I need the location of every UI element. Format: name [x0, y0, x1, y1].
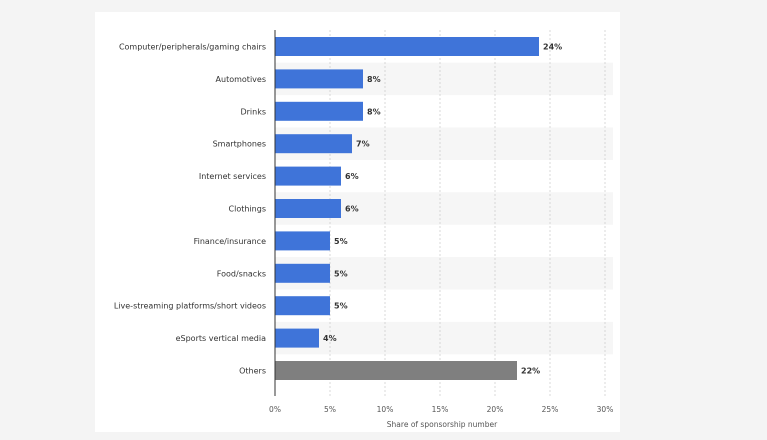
category-label: Computer/peripherals/gaming chairs [119, 43, 266, 52]
bar [275, 361, 517, 380]
value-label: 8% [367, 107, 381, 116]
x-tick-label: 5% [324, 405, 336, 414]
value-label: 6% [345, 205, 359, 214]
category-label: Smartphones [213, 140, 266, 149]
row-band [275, 257, 613, 290]
bar [275, 328, 319, 348]
x-tick-label: 20% [487, 405, 504, 414]
x-tick-label: 15% [432, 405, 449, 414]
row-bands [275, 62, 613, 355]
x-tick-label: 25% [542, 405, 559, 414]
bar [275, 134, 352, 154]
x-axis-title: Share of sponsorship number [387, 420, 498, 429]
bar [275, 69, 363, 89]
category-label: Automotives [216, 75, 266, 84]
bar [275, 37, 539, 56]
x-tick-labels: 0% 5% 10% 15% 20% 25% 30% [269, 405, 613, 414]
category-label: eSports vertical media [176, 334, 266, 343]
category-label: Finance/insurance [194, 237, 266, 246]
bar [275, 231, 330, 251]
category-label: Clothings [229, 205, 266, 214]
bar-chart: Computer/peripherals/gaming chairs Automo… [114, 30, 613, 429]
value-label: 22% [521, 367, 540, 376]
x-tick-label: 10% [377, 405, 394, 414]
bar [275, 263, 330, 283]
value-label: 8% [367, 75, 381, 84]
category-label: Food/snacks [217, 269, 266, 278]
value-label: 4% [323, 334, 337, 343]
chart-panel: Computer/peripherals/gaming chairs Automo… [95, 12, 620, 432]
category-label: Internet services [199, 172, 266, 181]
x-tick-label: 30% [597, 405, 614, 414]
bar [275, 101, 363, 121]
value-labels: 24% 8% 8% 7% 6% 6% 5% 5% 5% 4% 22% [323, 43, 562, 376]
row-band [275, 321, 613, 355]
grid-lines [329, 30, 606, 396]
value-label: 7% [356, 140, 370, 149]
category-label: Live-streaming platforms/short videos [114, 302, 266, 311]
category-labels: Computer/peripherals/gaming chairs Automo… [114, 43, 266, 376]
value-label: 5% [334, 302, 348, 311]
x-tick-label: 0% [269, 405, 281, 414]
bar [275, 199, 341, 218]
value-label: 24% [543, 43, 562, 52]
value-label: 5% [334, 237, 348, 246]
value-label: 6% [345, 172, 359, 181]
bars [275, 37, 539, 380]
category-label: Drinks [240, 107, 266, 116]
value-label: 5% [334, 269, 348, 278]
bar [275, 296, 330, 316]
bar [275, 166, 341, 186]
category-label: Others [239, 367, 266, 376]
